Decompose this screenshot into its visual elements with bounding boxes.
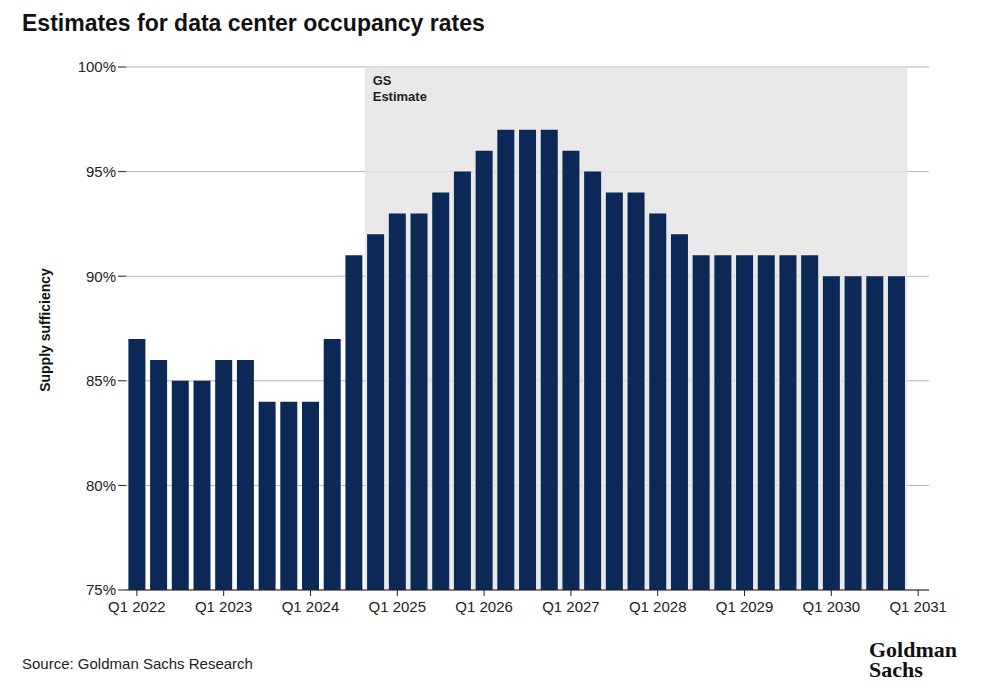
svg-text:Q1 2022: Q1 2022 xyxy=(108,598,166,615)
svg-text:75%: 75% xyxy=(86,581,116,598)
svg-text:Q1 2028: Q1 2028 xyxy=(629,598,687,615)
html-text:Sachs: Sachs xyxy=(869,657,923,682)
svg-text:85%: 85% xyxy=(86,372,116,389)
svg-text:Q1 2023: Q1 2023 xyxy=(195,598,253,615)
svg-text:Q1 2030: Q1 2030 xyxy=(803,598,861,615)
svg-text:95%: 95% xyxy=(86,163,116,180)
svg-text:Q1 2024: Q1 2024 xyxy=(282,598,340,615)
svg-text:80%: 80% xyxy=(86,477,116,494)
html-text:Goldman: Goldman xyxy=(869,637,957,662)
svg-text:Q1 2031: Q1 2031 xyxy=(889,598,947,615)
svg-text:Q1 2026: Q1 2026 xyxy=(455,598,513,615)
svg-text:90%: 90% xyxy=(86,268,116,285)
html-text:Supply sufficiency: Supply sufficiency xyxy=(37,268,53,392)
svg-text:100%: 100% xyxy=(78,58,116,75)
svg-text:GSEstimate: GSEstimate xyxy=(373,73,427,104)
html-text:Estimates for data center occu: Estimates for data center occupancy rate… xyxy=(22,10,485,36)
svg-text:Q1 2025: Q1 2025 xyxy=(369,598,427,615)
html-text:Source: Goldman Sachs Research: Source: Goldman Sachs Research xyxy=(22,655,253,672)
svg-text:Q1 2029: Q1 2029 xyxy=(716,598,774,615)
svg-text:Q1 2027: Q1 2027 xyxy=(542,598,600,615)
